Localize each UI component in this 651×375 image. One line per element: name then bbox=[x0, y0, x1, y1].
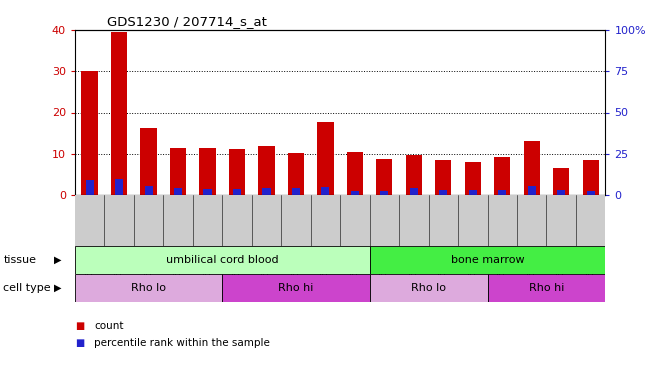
Bar bbox=[115, 178, 123, 195]
Text: ▶: ▶ bbox=[53, 255, 61, 265]
Bar bbox=[292, 188, 300, 195]
Text: tissue: tissue bbox=[3, 255, 36, 265]
Bar bbox=[222, 274, 370, 302]
Text: count: count bbox=[94, 321, 124, 331]
Bar bbox=[436, 160, 451, 195]
Text: umbilical cord blood: umbilical cord blood bbox=[166, 255, 279, 265]
Bar bbox=[322, 187, 329, 195]
Bar bbox=[170, 148, 186, 195]
Bar bbox=[439, 190, 447, 195]
Bar bbox=[370, 274, 488, 302]
Text: Rho lo: Rho lo bbox=[131, 283, 166, 293]
Bar bbox=[583, 160, 599, 195]
Bar bbox=[199, 148, 215, 195]
Bar bbox=[262, 188, 271, 195]
Text: ■: ■ bbox=[75, 338, 84, 348]
Text: ■: ■ bbox=[75, 321, 84, 331]
Bar bbox=[229, 149, 245, 195]
Bar bbox=[174, 188, 182, 195]
Text: percentile rank within the sample: percentile rank within the sample bbox=[94, 338, 270, 348]
Bar bbox=[380, 190, 389, 195]
Bar bbox=[351, 191, 359, 195]
Bar bbox=[75, 246, 370, 274]
Bar bbox=[406, 155, 422, 195]
Text: Rho lo: Rho lo bbox=[411, 283, 446, 293]
Bar bbox=[141, 128, 157, 195]
Bar bbox=[376, 159, 393, 195]
Bar bbox=[317, 122, 333, 195]
Bar bbox=[81, 71, 98, 195]
Text: cell type: cell type bbox=[3, 283, 51, 293]
Bar bbox=[85, 180, 94, 195]
Bar bbox=[409, 188, 418, 195]
Bar bbox=[523, 141, 540, 195]
Bar bbox=[553, 168, 570, 195]
Bar bbox=[465, 162, 481, 195]
Bar bbox=[498, 190, 506, 195]
Text: Rho hi: Rho hi bbox=[529, 283, 564, 293]
Bar bbox=[494, 157, 510, 195]
Text: bone marrow: bone marrow bbox=[450, 255, 524, 265]
Bar bbox=[111, 32, 127, 195]
Bar bbox=[469, 190, 477, 195]
Bar bbox=[288, 153, 304, 195]
Bar bbox=[587, 191, 595, 195]
Bar bbox=[258, 146, 275, 195]
Text: ▶: ▶ bbox=[53, 283, 61, 293]
Text: Rho hi: Rho hi bbox=[278, 283, 314, 293]
Bar bbox=[528, 186, 536, 195]
Bar bbox=[347, 152, 363, 195]
Bar bbox=[75, 274, 222, 302]
Bar bbox=[370, 246, 605, 274]
Bar bbox=[488, 274, 605, 302]
Bar bbox=[233, 189, 241, 195]
Bar bbox=[204, 189, 212, 195]
Bar bbox=[145, 186, 152, 195]
Text: GDS1230 / 207714_s_at: GDS1230 / 207714_s_at bbox=[107, 15, 268, 28]
Bar bbox=[557, 190, 565, 195]
